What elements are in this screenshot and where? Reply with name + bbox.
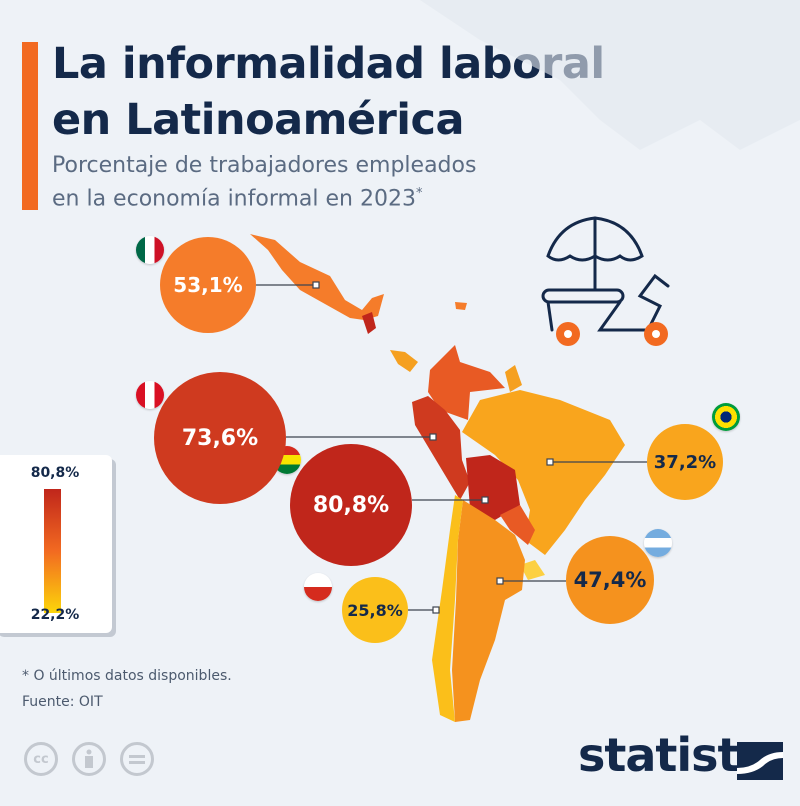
map-bolivia	[466, 455, 520, 520]
bubble-peru: 73,6%	[154, 372, 286, 504]
bubble-bolivia: 80,8%	[290, 444, 412, 566]
map-paraguay	[500, 505, 535, 545]
map-uruguay	[520, 560, 545, 580]
map-mexico	[250, 234, 384, 320]
statista-logo-mark	[737, 742, 783, 780]
peru-flag-icon	[136, 381, 164, 409]
background-landmass	[420, 0, 800, 150]
bubble-argentina: 47,4%	[566, 536, 654, 624]
argentina-flag-icon	[644, 529, 672, 557]
footnote: * O últimos datos disponibles.	[22, 668, 232, 684]
bubble-brazil: 37,2%	[647, 424, 723, 500]
title-accent-bar	[22, 42, 38, 210]
food-cart-icon	[541, 216, 670, 346]
map-guatemala	[362, 312, 376, 334]
brazil-flag-icon	[712, 403, 740, 431]
legend-max: 80,8%	[30, 465, 80, 481]
map-brazil	[462, 390, 625, 555]
connector-lines	[256, 281, 647, 614]
attribution-icon[interactable]	[72, 742, 106, 776]
bubble-chile: 25,8%	[342, 577, 408, 643]
color-scale-legend: 80,8% 22,2%	[0, 455, 112, 633]
chile-flag-icon	[304, 573, 332, 601]
map-argentina	[452, 500, 525, 722]
page-title: La informalidad laboral en Latinoamérica	[52, 39, 605, 145]
source: Fuente: OIT	[22, 694, 103, 710]
legend-gradient-bar	[44, 489, 61, 613]
map-central-america	[390, 350, 418, 372]
map-guyana	[505, 365, 522, 392]
subtitle: Porcentaje de trabajadores empleados en l…	[52, 153, 477, 212]
legend-min: 22,2%	[30, 607, 80, 623]
map-caribbean	[455, 302, 467, 310]
map-chile	[432, 495, 463, 722]
bubble-mexico: 53,1%	[160, 237, 256, 333]
no-derivatives-icon[interactable]	[120, 742, 154, 776]
mexico-flag-icon	[136, 236, 164, 264]
map-colombia-venezuela	[428, 345, 505, 420]
cc-icon[interactable]: cc	[24, 742, 58, 776]
map-peru	[412, 396, 470, 500]
